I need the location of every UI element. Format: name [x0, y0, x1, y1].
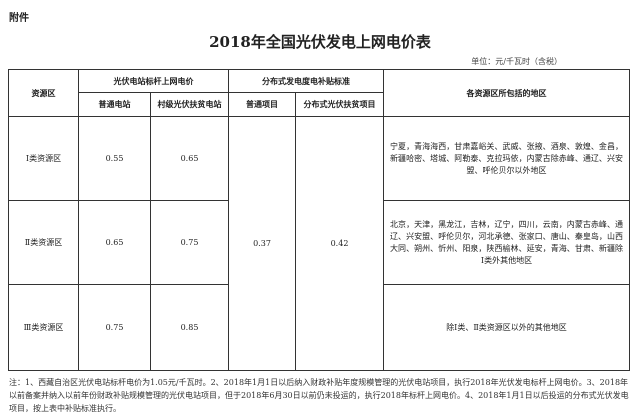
price-table: 资源区 光伏电站标杆上网电价 分布式发电度电补贴标准 各资源区所包括的地区 普通… [8, 69, 630, 371]
header-benchmark-price: 光伏电站标杆上网电价 [78, 69, 229, 93]
header-village-poverty-station: 村级光伏扶贫电站 [150, 92, 229, 117]
resource-area-cell: Ⅲ类资源区 [8, 284, 79, 371]
village-price-cell: 0.85 [150, 284, 229, 371]
ordinary-price-cell: 0.65 [78, 200, 151, 285]
header-resource-area: 资源区 [8, 69, 79, 117]
header-ordinary-station: 普通电站 [78, 92, 151, 117]
unit-label: 单位：元/千瓦时（含税） [471, 57, 562, 66]
attachment-label: 附件 [9, 13, 29, 24]
table-row: Ⅰ类资源区 0.55 0.65 0.37 0.42 宁夏，青海海西，甘肃嘉峪关、… [8, 116, 630, 371]
regions-cell: 宁夏，青海海西，甘肃嘉峪关、武威、张掖、酒泉、敦煌、金昌，新疆哈密、塔城、阿勒泰… [383, 116, 630, 201]
distributed-poverty-cell: 0.42 [295, 116, 384, 371]
ordinary-price-cell: 0.55 [78, 116, 151, 201]
header-ordinary-project: 普通项目 [228, 92, 296, 117]
regions-cell: 北京，天津，黑龙江，吉林，辽宁，四川，云南，内蒙古赤峰、通辽、兴安盟、呼伦贝尔，… [383, 200, 630, 285]
village-price-cell: 0.75 [150, 200, 229, 285]
distributed-ordinary-cell: 0.37 [228, 116, 296, 371]
page-title: 2018年全国光伏发电上网电价表 [209, 33, 431, 51]
table-row: Ⅲ类资源区 0.75 0.85 除Ⅰ类、Ⅱ类资源区以外的其他地区 [8, 284, 630, 371]
resource-area-cell: Ⅱ类资源区 [8, 200, 79, 285]
regions-cell: 除Ⅰ类、Ⅱ类资源区以外的其他地区 [383, 284, 630, 371]
ordinary-price-cell: 0.75 [78, 284, 151, 371]
village-price-cell: 0.65 [150, 116, 229, 201]
header-regions: 各资源区所包括的地区 [383, 69, 630, 117]
table-row: Ⅱ类资源区 0.65 0.75 北京，天津，黑龙江，吉林，辽宁，四川，云南，内蒙… [8, 200, 630, 285]
header-distributed-poverty-project: 分布式光伏扶贫项目 [295, 92, 384, 117]
header-distributed-subsidy: 分布式发电度电补贴标准 [228, 69, 384, 93]
footnote: 注：1、西藏自治区光伏电站标杆电价为1.05元/千瓦时。2、2018年1月1日以… [9, 378, 629, 413]
resource-area-cell: Ⅰ类资源区 [8, 116, 79, 201]
